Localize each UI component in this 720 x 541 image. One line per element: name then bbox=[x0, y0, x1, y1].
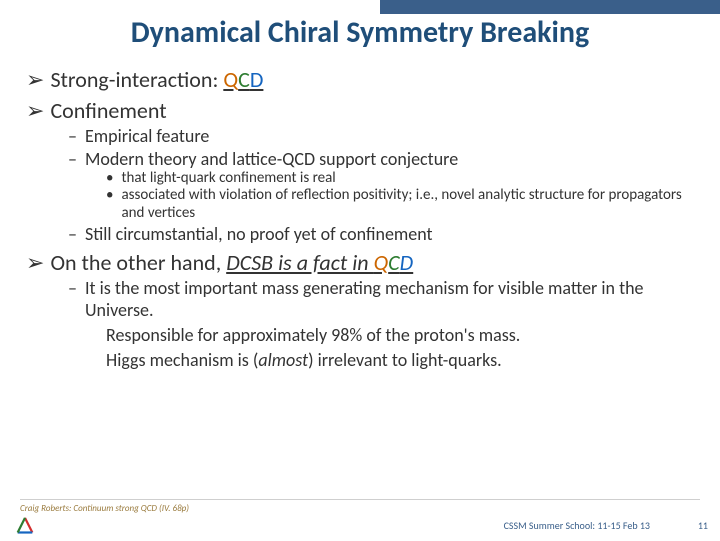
note-proton-mass: Responsible for approximately 98% of the… bbox=[106, 325, 694, 347]
arrow-icon: ➢ bbox=[26, 249, 44, 276]
sub-text: It is the most important mass generating… bbox=[85, 277, 694, 321]
bullet-prefix: On the other hand, bbox=[50, 249, 226, 276]
sub-mass-mechanism: – It is the most important mass generati… bbox=[68, 277, 694, 321]
sub-text: Empirical feature bbox=[85, 125, 209, 147]
title-region: Dynamical Chiral Symmetry Breaking bbox=[0, 0, 720, 62]
sub-text: Still circumstantial, no proof yet of co… bbox=[85, 223, 433, 245]
qcd-acronym: QCD bbox=[374, 249, 414, 276]
bullet-emph: DCSB is a fact in QCD bbox=[226, 249, 413, 276]
bullet-prefix: Strong-interaction: bbox=[50, 66, 223, 93]
note-prefix: Higgs mechanism is ( bbox=[106, 349, 258, 371]
qcd-c: C bbox=[238, 66, 250, 93]
dash-icon: – bbox=[68, 125, 77, 147]
footer-divider bbox=[20, 499, 700, 500]
bullet-text: Confinement bbox=[50, 97, 166, 124]
bullet-strong-interaction: ➢ Strong-interaction: QCD bbox=[26, 66, 694, 93]
sub-modern-theory: – Modern theory and lattice-QCD support … bbox=[68, 148, 694, 170]
footer-author: Craig Roberts: Continuum strong QCD (IV.… bbox=[20, 503, 189, 514]
qcd-acronym: QCD bbox=[223, 66, 263, 93]
dash-icon: – bbox=[68, 277, 77, 321]
note-italic: almost bbox=[258, 349, 308, 371]
page-number: 11 bbox=[698, 519, 708, 532]
subsub-light-quark: • that light-quark confinement is real bbox=[106, 170, 694, 187]
bullet-text: On the other hand, DCSB is a fact in QCD bbox=[50, 249, 413, 276]
subsub-reflection-positivity: • associated with violation of reflectio… bbox=[106, 187, 694, 222]
footer-event: CSSM Summer School: 11-15 Feb 13 bbox=[504, 519, 650, 532]
content-region: ➢ Strong-interaction: QCD ➢ Confinement … bbox=[0, 66, 720, 372]
dash-icon: – bbox=[68, 223, 77, 245]
qcd-q: Q bbox=[223, 66, 238, 93]
note-higgs: Higgs mechanism is (almost) irrelevant t… bbox=[106, 350, 694, 372]
arrow-icon: ➢ bbox=[26, 97, 44, 124]
dot-icon: • bbox=[106, 170, 113, 187]
bullet-text: Strong-interaction: QCD bbox=[50, 66, 263, 93]
page-title: Dynamical Chiral Symmetry Breaking bbox=[0, 14, 720, 51]
emph-text: DCSB is a fact in bbox=[226, 249, 373, 276]
bullet-confinement: ➢ Confinement bbox=[26, 97, 694, 124]
sub-text: Modern theory and lattice-QCD support co… bbox=[85, 148, 458, 170]
sub-empirical: – Empirical feature bbox=[68, 125, 694, 147]
subsub-text: that light-quark confinement is real bbox=[121, 170, 335, 187]
dash-icon: – bbox=[68, 148, 77, 170]
logo-icon bbox=[14, 516, 36, 536]
dot-icon: • bbox=[106, 187, 113, 222]
qcd-d: D bbox=[250, 66, 264, 93]
subsub-text: associated with violation of reflection … bbox=[121, 187, 694, 222]
arrow-icon: ➢ bbox=[26, 66, 44, 93]
sub-circumstantial: – Still circumstantial, no proof yet of … bbox=[68, 223, 694, 245]
note-suffix: ) irrelevant to light-quarks. bbox=[308, 349, 502, 371]
title-accent-bar bbox=[380, 0, 720, 14]
bullet-dcsb-fact: ➢ On the other hand, DCSB is a fact in Q… bbox=[26, 249, 694, 276]
